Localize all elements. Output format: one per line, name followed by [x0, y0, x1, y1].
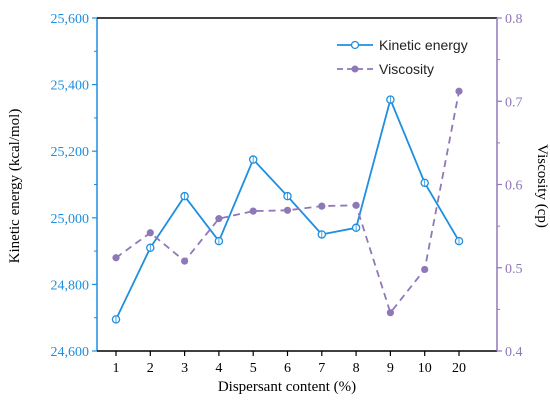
data-point-viscosity	[112, 254, 120, 262]
x-tick-label: 5	[250, 361, 257, 376]
left-tick-label: 24,600	[51, 345, 90, 360]
data-point-viscosity	[455, 87, 463, 95]
right-tick-label: 0.7	[505, 95, 523, 110]
right-tick-label: 0.5	[505, 262, 523, 277]
data-point-viscosity	[318, 202, 326, 210]
right-tick-label: 0.6	[505, 179, 523, 194]
x-tick-label: 3	[181, 361, 188, 376]
legend-kinetic-marker	[350, 40, 360, 50]
series-line-viscosity	[115, 91, 460, 315]
data-point-viscosity	[386, 309, 394, 317]
x-tick-label: 9	[387, 361, 394, 376]
data-point-viscosity	[249, 207, 257, 215]
legend-kinetic-label: Kinetic energy	[379, 37, 468, 53]
x-tick-label: 1	[113, 361, 120, 376]
left-tick-label: 24,800	[51, 278, 90, 293]
left-tick-label: 25,600	[51, 12, 90, 27]
right-axis-ticks: 0.4 0.5 0.6 0.7 0.8	[497, 12, 523, 360]
legend-viscosity-marker	[351, 65, 359, 73]
data-point-viscosity	[421, 265, 429, 274]
x-tick-label: 8	[353, 361, 360, 376]
data-point-viscosity	[215, 215, 223, 223]
x-tick-label: 2	[147, 361, 154, 376]
x-tick-label: 20	[452, 361, 466, 376]
right-tick-label: 0.4	[505, 345, 523, 360]
x-tick-label: 10	[418, 361, 432, 376]
left-axis-ticks: 24,600 24,800 25,000 25,200 25,400 25,600	[51, 12, 97, 360]
legend-viscosity-label: Viscosity	[379, 61, 434, 77]
data-point-viscosity	[352, 201, 360, 209]
series-layer	[111, 87, 464, 324]
left-tick-label: 25,200	[51, 145, 90, 160]
right-tick-label: 0.8	[505, 12, 523, 27]
axes	[96, 17, 498, 352]
x-tick-label: 7	[318, 361, 325, 376]
right-axis-label: Viscosity (cp)	[534, 144, 550, 228]
x-axis-ticks: 1 2 3 4 5 6 7 8 9 10 20	[113, 351, 466, 376]
data-point-viscosity	[181, 257, 189, 265]
left-axis-label: Kinetic energy (kcal/mol)	[7, 109, 23, 264]
x-axis-label: Dispersant content (%)	[218, 379, 356, 395]
left-tick-label: 25,000	[51, 212, 90, 227]
legend: Kinetic energy Viscosity	[337, 37, 468, 77]
data-point-viscosity	[146, 229, 154, 237]
x-tick-label: 6	[284, 361, 291, 376]
data-point-viscosity	[283, 206, 292, 214]
x-tick-label: 4	[215, 361, 222, 376]
left-tick-label: 25,400	[51, 79, 90, 94]
